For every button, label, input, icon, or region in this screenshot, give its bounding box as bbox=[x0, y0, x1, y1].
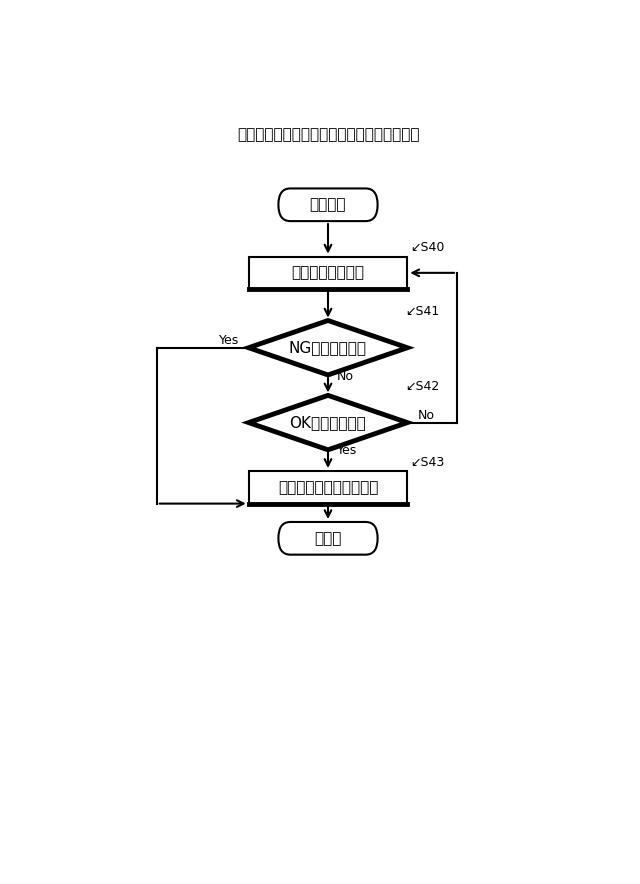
FancyBboxPatch shape bbox=[278, 522, 378, 554]
Polygon shape bbox=[248, 395, 408, 450]
Text: ↙S41: ↙S41 bbox=[405, 306, 439, 318]
Text: 採否登録画面表示: 採否登録画面表示 bbox=[291, 265, 365, 280]
Text: スタート: スタート bbox=[310, 197, 346, 212]
Text: OKボタン選択？: OKボタン選択？ bbox=[290, 415, 366, 431]
Text: ↙S43: ↙S43 bbox=[410, 456, 444, 469]
Text: 更新処理の手順の一例を示すフローチャート: 更新処理の手順の一例を示すフローチャート bbox=[237, 127, 419, 142]
Text: ↙S40: ↙S40 bbox=[410, 241, 444, 255]
Bar bbox=[248, 471, 407, 504]
Bar bbox=[248, 256, 407, 289]
FancyBboxPatch shape bbox=[278, 188, 378, 221]
Text: NGボタン選択？: NGボタン選択？ bbox=[289, 340, 367, 355]
Text: Yes: Yes bbox=[218, 334, 239, 347]
Text: ↙S42: ↙S42 bbox=[405, 380, 439, 393]
Text: No: No bbox=[417, 409, 435, 423]
Text: No: No bbox=[337, 370, 354, 383]
Text: エンド: エンド bbox=[314, 530, 342, 545]
Polygon shape bbox=[248, 321, 408, 375]
Text: 作業工程テーブルを更新: 作業工程テーブルを更新 bbox=[278, 480, 378, 495]
Text: Yes: Yes bbox=[337, 445, 357, 457]
